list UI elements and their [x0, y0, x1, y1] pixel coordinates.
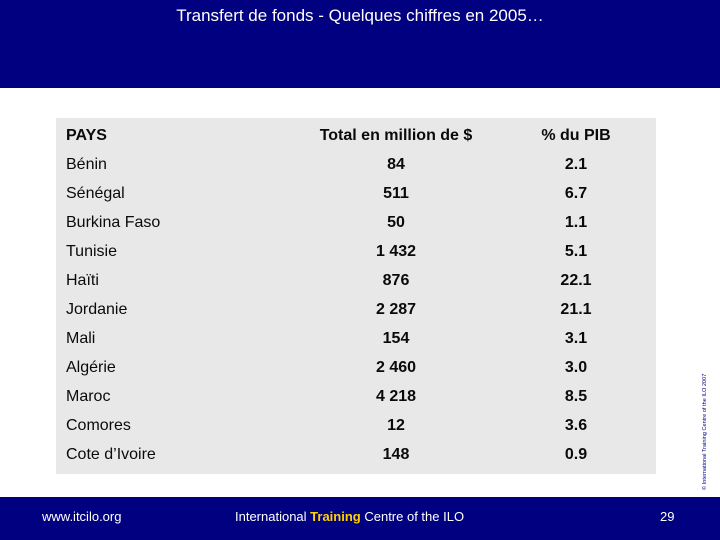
cell-country: Bénin: [66, 155, 107, 173]
table-row: Comores 12 3.6: [56, 411, 656, 440]
table-row: Bénin 84 2.1: [56, 150, 656, 179]
cell-pib: 0.9: [564, 445, 588, 463]
cell-country: Sénégal: [66, 184, 125, 202]
cell-total: 12: [387, 416, 405, 434]
cell-country: Cote d’Ivoire: [66, 445, 156, 463]
header-pib: % du PIB: [541, 126, 611, 144]
cell-country: Jordanie: [66, 300, 128, 318]
header-country: PAYS: [66, 126, 107, 144]
organization-name: International Training Centre of the ILO: [235, 509, 464, 524]
table-row: Haïti 876 22.1: [56, 266, 656, 295]
cell-country: Haïti: [66, 271, 99, 289]
cell-pib: 1.1: [564, 213, 588, 231]
table-row: Tunisie 1 432 5.1: [56, 237, 656, 266]
table-row: Burkina Faso 50 1.1: [56, 208, 656, 237]
cell-total: 2 287: [375, 300, 417, 318]
cell-country: Burkina Faso: [66, 213, 161, 231]
website-link[interactable]: www.itcilo.org: [42, 509, 122, 524]
org-prefix: International: [235, 509, 311, 524]
cell-total: 148: [382, 445, 410, 463]
cell-total: 84: [387, 155, 405, 173]
cell-pib: 2.1: [564, 155, 588, 173]
cell-country: Comores: [66, 416, 131, 434]
table-body: Bénin 84 2.1 Sénégal 511 6.7 Burkina Faso 50 1.1…: [56, 150, 656, 469]
table-header-row: PAYS Total en million de $ % du PIB: [56, 121, 656, 150]
cell-country: Algérie: [66, 358, 116, 376]
table-row: Algérie 2 460 3.0: [56, 353, 656, 382]
table-row: Jordanie 2 287 21.1: [56, 295, 656, 324]
cell-pib: 3.0: [564, 358, 588, 376]
table-row: Maroc 4 218 8.5: [56, 382, 656, 411]
cell-total: 50: [387, 213, 405, 231]
table-row: Sénégal 511 6.7: [56, 179, 656, 208]
table-row: Mali 154 3.1: [56, 324, 656, 353]
header-total: Total en million de $: [319, 126, 473, 144]
cell-pib: 8.5: [564, 387, 588, 405]
cell-pib: 22.1: [560, 271, 592, 289]
footer-bar: www.itcilo.org International Training Ce…: [0, 497, 720, 540]
cell-pib: 5.1: [564, 242, 588, 260]
cell-total: 2 460: [375, 358, 417, 376]
page-number: 29: [660, 509, 675, 524]
org-suffix: Centre of the ILO: [360, 509, 465, 524]
title-bar: Transfert de fonds - Quelques chiffres e…: [0, 0, 720, 88]
cell-pib: 21.1: [560, 300, 592, 318]
cell-total: 1 432: [375, 242, 417, 260]
table-panel: [56, 118, 656, 474]
cell-pib: 3.1: [564, 329, 588, 347]
cell-country: Maroc: [66, 387, 111, 405]
cell-pib: 3.6: [564, 416, 588, 434]
cell-total: 154: [382, 329, 410, 347]
remittance-table: PAYS Total en million de $ % du PIB Béni…: [56, 121, 656, 469]
cell-total: 876: [382, 271, 410, 289]
cell-total: 4 218: [375, 387, 417, 405]
table-row: Cote d’Ivoire 148 0.9: [56, 440, 656, 469]
cell-country: Tunisie: [66, 242, 117, 260]
cell-total: 511: [383, 184, 409, 202]
cell-country: Mali: [66, 329, 96, 347]
cell-pib: 6.7: [564, 184, 588, 202]
slide-title: Transfert de fonds - Quelques chiffres e…: [176, 6, 544, 25]
copyright-text: © International Training Centre of the I…: [702, 373, 708, 490]
org-highlight: Training: [310, 509, 361, 524]
